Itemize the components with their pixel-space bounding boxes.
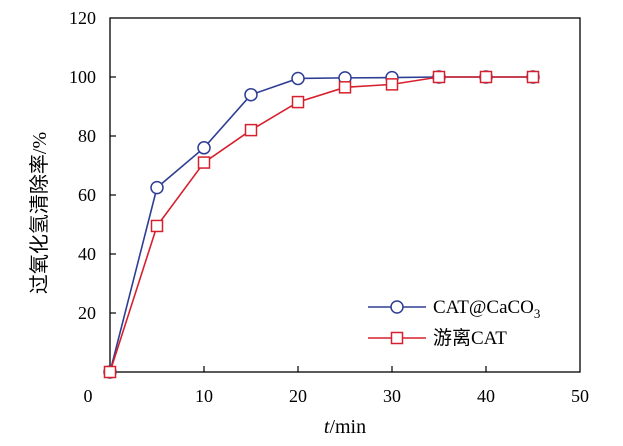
legend-marker-square [390,331,404,345]
data-point-square [150,219,164,233]
y-tick-label: 80 [78,126,96,146]
x-tick-label: 40 [477,386,495,406]
data-point-square [291,95,305,109]
x-axis-label-italic: t [324,416,330,438]
data-point-square [479,70,493,84]
data-point-square [103,365,117,379]
data-point-square [385,78,399,91]
data-point-circle [291,71,305,86]
y-axis-label: 过氧化氢清除率/% [28,132,51,294]
x-tick-label: 10 [195,386,213,406]
x-tick-label: 20 [289,386,307,406]
data-point-square [197,156,211,169]
legend-label: 游离CAT [433,327,507,349]
data-point-circle [197,141,211,155]
legend-marker-circle [390,300,404,314]
legend-item-2: 游离CAT [368,327,507,349]
y-tick-label: 100 [69,67,96,87]
x-tick-label: 50 [571,386,589,406]
x-axis-label-unit: /min [329,416,366,438]
series-layer [103,70,540,379]
legend: CAT@CaCO3 游离CAT [368,297,540,349]
y-tick-label: 120 [69,8,96,28]
data-point-square [244,123,258,137]
legend-label-subscript: 3 [534,306,541,321]
y-tick-label: 20 [78,303,96,323]
data-point-square [432,70,446,84]
series-2 [103,70,540,379]
data-point-square [338,81,352,94]
ticks-layer: 0 10 20 30 40 50 20 40 60 80 100 120 [69,8,589,406]
data-point-circle [150,180,164,195]
legend-label-main: CAT@CaCO [433,297,534,318]
y-tick-label: 60 [78,185,96,205]
series-line [109,76,533,373]
data-point-circle [244,87,258,102]
x-tick-label: 30 [383,386,401,406]
legend-label: CAT@CaCO3 [433,297,540,321]
x-axis-label: t/min [324,416,366,438]
x-tick-label: 0 [84,386,93,406]
data-point-square [526,70,540,84]
y-tick-label: 40 [78,244,96,264]
legend-item-1: CAT@CaCO3 [368,297,540,321]
